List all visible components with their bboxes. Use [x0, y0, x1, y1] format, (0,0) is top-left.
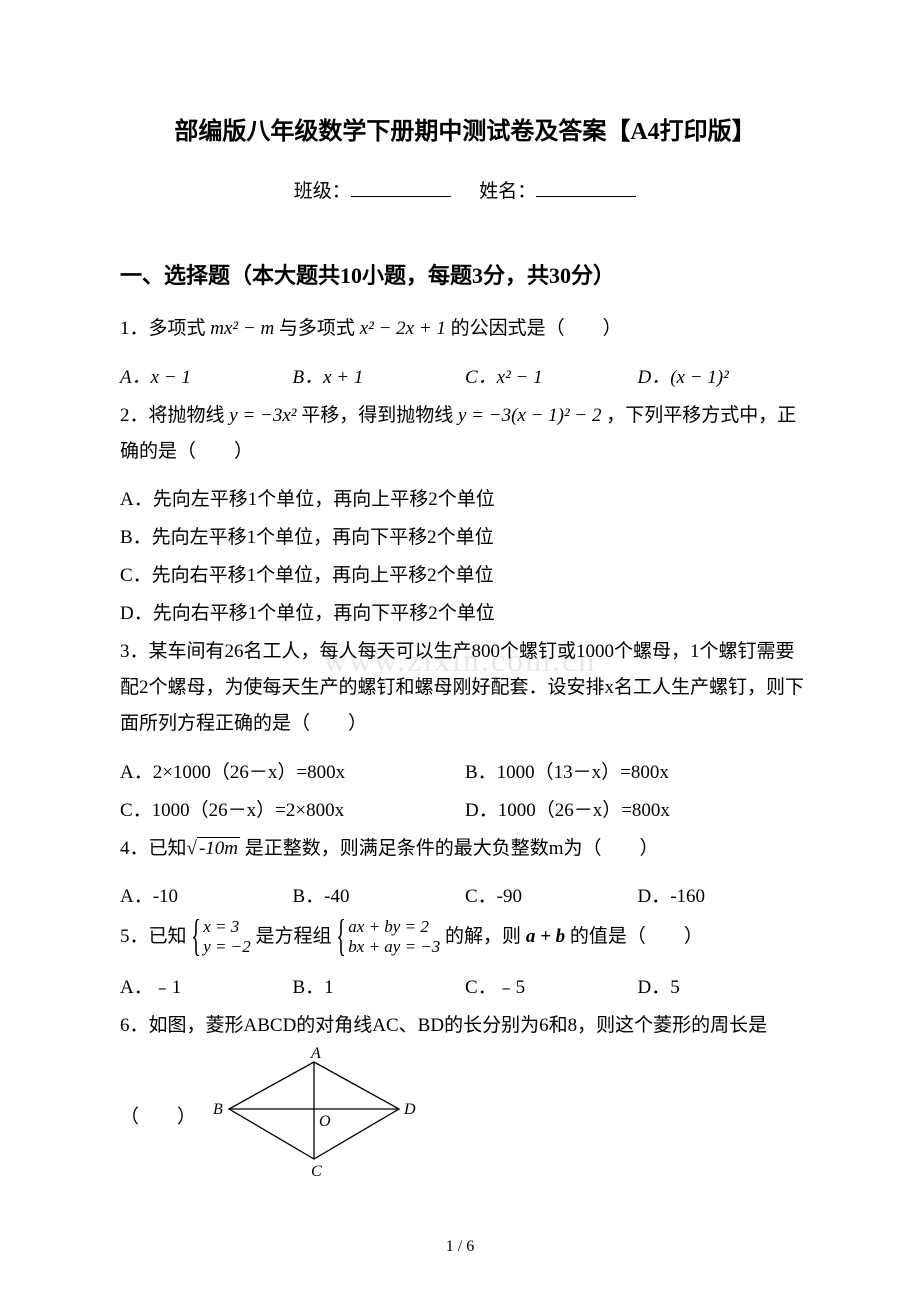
q4-stem-b: 是正整数，则满足条件的最大负整数m为（ ） — [240, 838, 659, 859]
rhombus-label-d: D — [403, 1101, 416, 1118]
q1-expr1: mx² − m — [210, 318, 274, 339]
question-3: 3．某车间有26名工人，每人每天可以生产800个螺钉或1000个螺母，1个螺钉需… — [120, 634, 810, 742]
q5-opt-b: B．1 — [293, 970, 466, 1006]
q5-sys2: ax + by = 2 bx + ay = −3 — [336, 917, 440, 958]
q1-stem-b: 与多项式 — [274, 318, 360, 339]
q2-stem-a: 2．将抛物线 — [120, 405, 229, 426]
q1-opt-b: B．x + 1 — [293, 360, 466, 396]
page-content: 部编版八年级数学下册期中测试卷及答案【A4打印版】 班级： 姓名： 一、选择题（… — [120, 110, 810, 1192]
rhombus-label-a: A — [310, 1045, 321, 1062]
rhombus-svg: A B C D O — [209, 1044, 419, 1179]
q1-stem-c: 的公因式是（ ） — [446, 318, 622, 339]
page-title: 部编版八年级数学下册期中测试卷及答案【A4打印版】 — [120, 110, 810, 156]
q3-opt-c: C．1000（26－x）=2×800x — [120, 793, 465, 829]
rhombus-label-o: O — [319, 1113, 331, 1130]
q5-sys1-b: y = −2 — [203, 937, 251, 957]
q5-opt-d: D．5 — [638, 970, 811, 1006]
q5-stem-c: 的解，则 — [445, 926, 526, 947]
q2-opt-a: A．先向左平移1个单位，再向上平移2个单位 — [120, 482, 810, 518]
q5-sys1-a: x = 3 — [203, 917, 251, 937]
q4-opt-c: C．-90 — [465, 879, 638, 915]
name-blank — [536, 178, 636, 197]
question-6: 6．如图，菱形ABCD的对角线AC、BD的长分别为6和8，则这个菱形的周长是（ … — [120, 1008, 810, 1192]
class-label: 班级： — [294, 181, 351, 202]
page-number: 1 / 6 — [0, 1232, 920, 1262]
subhead: 班级： 姓名： — [120, 174, 810, 210]
sqrt-icon: -10m — [187, 837, 241, 859]
q2-expr1: y = −3x² — [229, 405, 296, 426]
q5-stem-a: 5．已知 — [120, 926, 191, 947]
q5-opt-c: C．﹣5 — [465, 970, 638, 1006]
name-label: 姓名： — [479, 181, 536, 202]
q2-opt-c: C．先向右平移1个单位，再向上平移2个单位 — [120, 558, 810, 594]
q4-opt-b: B．-40 — [293, 879, 466, 915]
q1-opt-c: C．x² − 1 — [465, 360, 638, 396]
q1-expr2: x² − 2x + 1 — [360, 318, 446, 339]
q4-sqrt: -10m — [197, 837, 240, 859]
q2-options: A．先向左平移1个单位，再向上平移2个单位 B．先向左平移1个单位，再向下平移2… — [120, 482, 810, 632]
question-5: 5．已知 x = 3 y = −2 是方程组 ax + by = 2 bx + … — [120, 917, 810, 958]
section-1-heading: 一、选择题（本大题共10小题，每题3分，共30分） — [120, 255, 810, 297]
q5-stem-d: 的值是（ ） — [565, 926, 703, 947]
q3-opt-a: A．2×1000（26－x）=800x — [120, 755, 465, 791]
class-blank — [351, 178, 451, 197]
q2-expr2: y = −3(x − 1)² − 2 — [458, 405, 602, 426]
rhombus-figure: A B C D O — [209, 1044, 419, 1192]
q3-opt-b: B．1000（13－x）=800x — [465, 755, 810, 791]
q2-opt-d: D．先向右平移1个单位，再向下平移2个单位 — [120, 596, 810, 632]
question-2: 2．将抛物线 y = −3x² 平移，得到抛物线 y = −3(x − 1)² … — [120, 398, 810, 470]
q5-stem-b: 是方程组 — [256, 926, 337, 947]
q1-options: A．x − 1 B．x + 1 C．x² − 1 D．(x − 1)² — [120, 360, 810, 398]
q5-options: A．﹣1 B．1 C．﹣5 D．5 — [120, 970, 810, 1008]
q3-opt-d: D．1000（26－x）=800x — [465, 793, 810, 829]
q4-stem-a: 4．已知 — [120, 838, 187, 859]
q4-opt-d: D．-160 — [638, 879, 811, 915]
q3-options: A．2×1000（26－x）=800x B．1000（13－x）=800x C．… — [120, 755, 810, 831]
q5-sys2-b: bx + ay = −3 — [348, 937, 440, 957]
q1-opt-d: D．(x − 1)² — [638, 360, 811, 396]
q5-ab: a + b — [526, 926, 565, 947]
q2-stem-b: 平移，得到抛物线 — [296, 405, 458, 426]
q5-opt-a: A．﹣1 — [120, 970, 293, 1006]
q2-opt-b: B．先向左平移1个单位，再向下平移2个单位 — [120, 520, 810, 556]
q4-options: A．-10 B．-40 C．-90 D．-160 — [120, 879, 810, 917]
question-1: 1．多项式 mx² − m 与多项式 x² − 2x + 1 的公因式是（ ） — [120, 311, 810, 347]
q1-stem-a: 1．多项式 — [120, 318, 210, 339]
q1-opt-a: A．x − 1 — [120, 360, 293, 396]
rhombus-label-b: B — [213, 1101, 223, 1118]
q4-opt-a: A．-10 — [120, 879, 293, 915]
q5-sys2-a: ax + by = 2 — [348, 917, 440, 937]
q5-sys1: x = 3 y = −2 — [191, 917, 251, 958]
question-4: 4．已知 -10m 是正整数，则满足条件的最大负整数m为（ ） — [120, 831, 810, 867]
rhombus-label-c: C — [311, 1163, 322, 1179]
